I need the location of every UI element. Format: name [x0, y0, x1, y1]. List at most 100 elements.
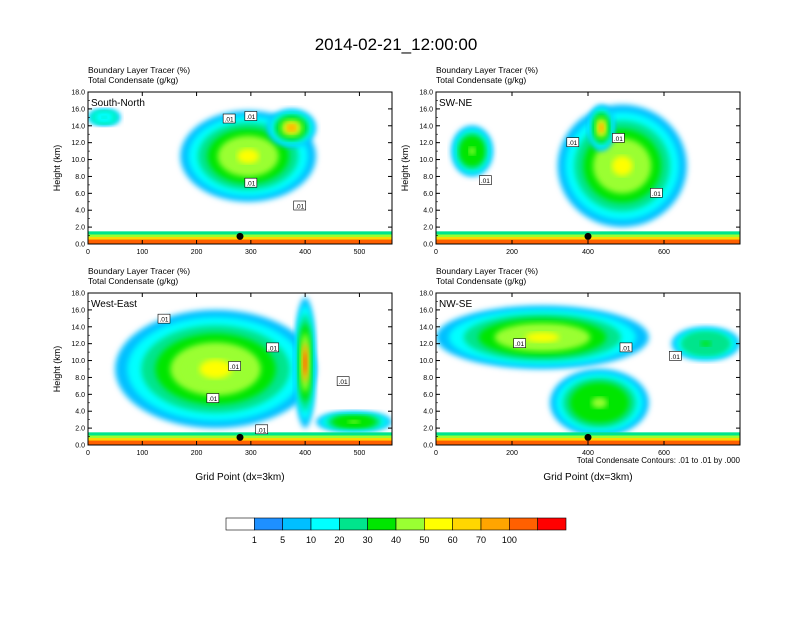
- colorbar-swatch: [254, 517, 283, 531]
- contour-label: .01: [515, 341, 524, 348]
- x-tick-label: 400: [299, 450, 311, 457]
- field-anvil: [101, 115, 107, 119]
- colorbar-label: 30: [363, 535, 373, 545]
- boundary-layer-band: [88, 239, 392, 244]
- field-header-condensate: Total Condensate (g/kg): [436, 75, 526, 85]
- field-cloud: [525, 332, 560, 343]
- tracer-field: [88, 108, 392, 244]
- field-header-tracer: Boundary Layer Tracer (%): [88, 266, 190, 276]
- y-tick-label: 4.0: [423, 208, 433, 215]
- contour-label: .01: [208, 396, 217, 403]
- cross-section-label: SW-NE: [439, 98, 472, 109]
- field-core: [599, 124, 604, 132]
- colorbar-swatch: [424, 517, 453, 531]
- contour-label: .01: [621, 345, 630, 352]
- y-tick-label: 12.0: [419, 341, 433, 348]
- x-tick-label: 200: [506, 450, 518, 457]
- contour-label-box: [222, 113, 236, 124]
- y-tick-label: 14.0: [419, 123, 433, 130]
- colorbar-swatch: [310, 517, 340, 531]
- contour-label-box: [336, 376, 350, 386]
- contour-label-box: [244, 111, 258, 121]
- contour-label: .01: [246, 181, 255, 188]
- x-tick-label: 100: [136, 249, 148, 256]
- field-cloud: [591, 397, 608, 409]
- y-tick-label: 12.0: [419, 140, 433, 147]
- x-axis-label: Grid Point (dx=3km): [543, 472, 632, 483]
- x-tick-label: 0: [434, 249, 438, 256]
- field-header-condensate: Total Condensate (g/kg): [88, 75, 178, 85]
- y-axis-label: Height (km): [400, 145, 410, 192]
- x-tick-label: 200: [191, 249, 203, 256]
- x-tick-label: 400: [582, 249, 594, 256]
- colorbar-label: 70: [476, 535, 486, 545]
- contour-label: .01: [159, 317, 168, 324]
- colorbar-label: 5: [280, 535, 285, 545]
- panel-south-north: 0.0 2.0 4.0 6.0 8.0 10.0 12.0 14.0 16.0 18.0 0 100 2…: [52, 65, 393, 256]
- colorbar-swatch: [367, 517, 397, 531]
- contour-label-box: [157, 313, 171, 324]
- field-header-tracer: Boundary Layer Tracer (%): [436, 266, 538, 276]
- field-core: [303, 352, 307, 374]
- y-tick-label: 6.0: [75, 392, 85, 399]
- field-cloud: [700, 340, 712, 347]
- contour-label: .01: [671, 354, 680, 361]
- field-header-tracer: Boundary Layer Tracer (%): [88, 65, 190, 75]
- y-tick-label: 6.0: [75, 191, 85, 198]
- x-tick-label: 200: [191, 450, 203, 457]
- panel-sw-ne: 0.0 2.0 4.0 6.0 8.0 10.0 12.0 14.0 16.0 18.0 0 200 4…: [400, 65, 741, 256]
- y-tick-label: 6.0: [423, 191, 433, 198]
- contour-label-box: [293, 200, 307, 211]
- panel-west-east: 0.0 2.0 4.0 6.0 8.0 10.0 12.0 14.0 16.0 18.0 0 100 2…: [52, 266, 393, 483]
- contour-label: .01: [257, 427, 266, 434]
- y-tick-label: 8.0: [75, 174, 85, 181]
- y-tick-label: 2.0: [423, 426, 433, 433]
- y-tick-label: 8.0: [423, 375, 433, 382]
- y-tick-label: 4.0: [423, 409, 433, 416]
- contour-label-box: [513, 338, 526, 348]
- x-tick-label: 300: [245, 249, 257, 256]
- y-tick-label: 2.0: [75, 225, 85, 232]
- colorbar-label: 20: [334, 535, 344, 545]
- contour-label-box: [206, 393, 220, 403]
- contour-label-box: [479, 175, 492, 185]
- contour-label: .01: [568, 140, 577, 147]
- y-tick-label: 10.0: [71, 358, 85, 365]
- y-tick-label: 16.0: [71, 106, 85, 113]
- contour-label-box: [669, 351, 682, 361]
- colorbar-swatch: [395, 517, 425, 531]
- contour-label: .01: [230, 364, 239, 371]
- colorbar-label: 60: [448, 535, 458, 545]
- y-tick-label: 14.0: [419, 324, 433, 331]
- y-tick-label: 2.0: [423, 225, 433, 232]
- contour-label-box: [566, 137, 580, 147]
- y-axis-label: Height (km): [52, 346, 62, 393]
- contour-label-box: [619, 342, 633, 353]
- y-tick-label: 0.0: [423, 242, 433, 249]
- contour-label-box: [244, 177, 258, 188]
- contour-label: .01: [652, 191, 661, 198]
- y-tick-label: 4.0: [75, 208, 85, 215]
- field-cloud: [237, 148, 259, 164]
- contour-label: .01: [481, 178, 490, 185]
- y-tick-label: 12.0: [71, 140, 85, 147]
- location-marker: [236, 232, 244, 240]
- y-tick-label: 18.0: [71, 291, 85, 298]
- tracer-field: [88, 297, 392, 445]
- x-tick-label: 200: [506, 249, 518, 256]
- contour-label: .01: [225, 117, 234, 124]
- y-tick-label: 10.0: [419, 157, 433, 164]
- colorbar-swatch: [225, 517, 255, 531]
- cross-section-label: South-North: [91, 98, 145, 109]
- y-tick-label: 8.0: [423, 174, 433, 181]
- panels: 0.0 2.0 4.0 6.0 8.0 10.0 12.0 14.0 16.0 18.0 0 100 2…: [52, 65, 741, 483]
- x-tick-label: 600: [658, 450, 670, 457]
- location-marker: [584, 433, 592, 441]
- y-tick-label: 18.0: [419, 291, 433, 298]
- cross-section-label: West-East: [91, 299, 137, 310]
- field-header-tracer: Boundary Layer Tracer (%): [436, 65, 538, 75]
- y-axis-label: Height (km): [52, 145, 62, 192]
- location-marker: [584, 232, 592, 240]
